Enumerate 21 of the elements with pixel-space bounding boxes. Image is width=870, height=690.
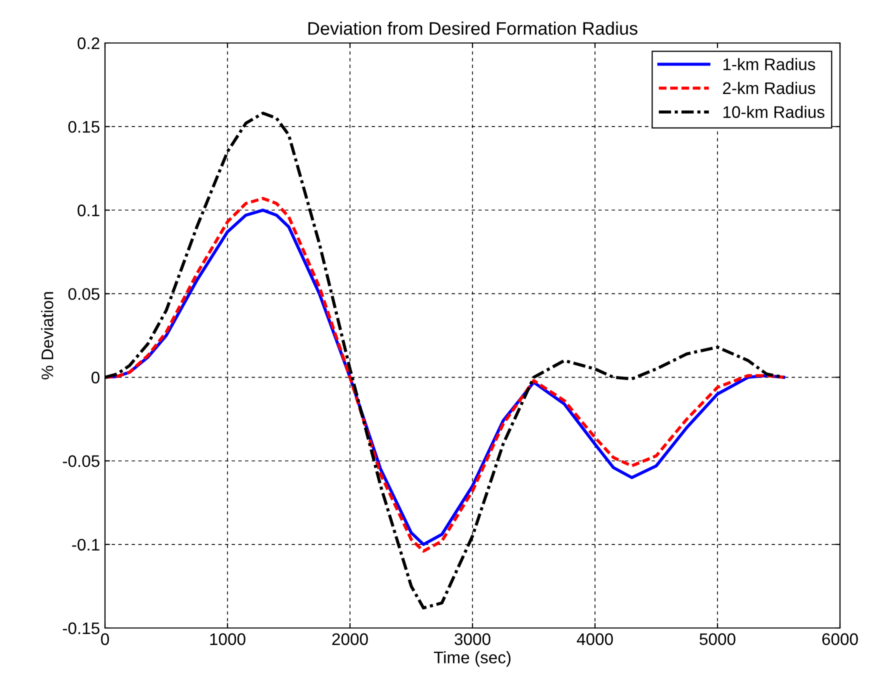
x-axis-title: Time (sec) — [434, 651, 511, 667]
y-tick-label: 0.05 — [68, 288, 100, 300]
y-tick-label: 0 — [92, 372, 100, 384]
x-tick-label: 3000 — [454, 633, 490, 646]
y-tick-label: -0.1 — [72, 538, 100, 551]
y-axis-title: % Deviation — [41, 292, 54, 380]
x-tick-label: 5000 — [700, 633, 736, 646]
x-tick-label: 1000 — [210, 633, 246, 646]
y-tick-label: 0.1 — [78, 204, 100, 216]
x-tick-label: 2000 — [332, 633, 368, 646]
x-tick-label: 6000 — [822, 633, 858, 646]
x-tick-label: 0 — [101, 633, 109, 646]
y-tick-label: 0.15 — [68, 120, 100, 133]
y-tick-label: -0.15 — [62, 622, 100, 634]
legend-label: 1-km Radius — [723, 58, 816, 70]
chart-title: Deviation from Desired Formation Radius — [308, 22, 638, 35]
legend-label: 2-km Radius — [723, 82, 816, 94]
x-tick-label: 4000 — [576, 633, 613, 646]
y-tick-label: 0.2 — [78, 37, 100, 50]
y-tick-label: -0.05 — [62, 455, 100, 468]
legend-label: 10-km Radius — [723, 106, 824, 118]
